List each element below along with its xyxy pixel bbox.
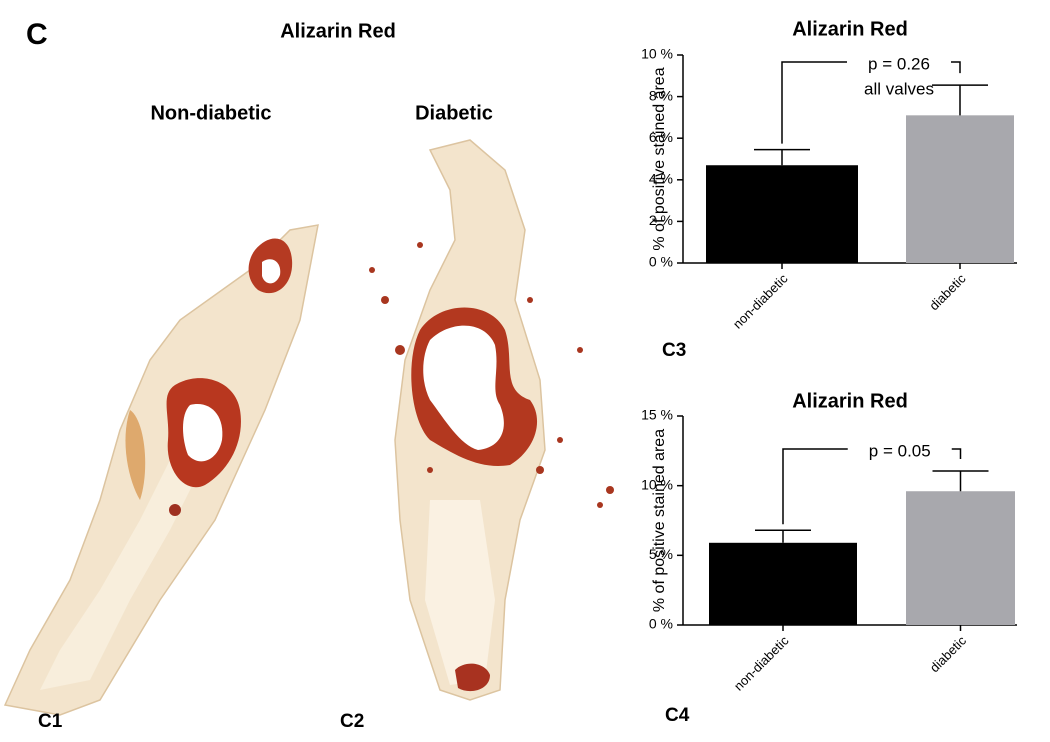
y-tick-label: 0 % [649,616,673,632]
annotation: p = 0.26 [868,54,930,73]
bar [706,165,858,263]
x-tick-label: non-diabetic [731,633,792,694]
annotation: p = 0.05 [869,441,931,460]
x-tick-label: diabetic [926,271,969,314]
panel-label: C2 [340,711,364,732]
significance-bracket [781,61,961,144]
y-tick-label: 5 % [649,546,673,562]
y-tick-label: 2 % [649,212,673,228]
column-label: Diabetic [415,102,493,124]
error-bar [932,84,988,116]
micrograph [3,224,319,716]
y-tick-label: 8 % [649,87,673,103]
column-label: Non-diabetic [150,102,271,124]
bar [906,491,1015,625]
y-axis-label: % of positive stained area [651,429,668,612]
y-tick-label: 10 % [641,46,673,62]
panel-label: C3 [662,340,686,361]
bar [906,115,1014,263]
y-tick-label: 0 % [649,254,673,270]
y-tick-label: 6 % [649,129,673,145]
y-tick-label: 15 % [641,407,673,423]
chart-title: Alizarin Red [792,390,908,412]
y-axis-label: % of positive stained area [651,67,668,250]
annotation: all valves [864,79,934,98]
panel-label: C1 [38,711,63,732]
y-tick-label: 4 % [649,171,673,187]
error-bar [932,470,989,492]
panel-letter: C [26,18,48,51]
y-tick-label: 10 % [641,476,673,492]
significance-bracket [782,448,962,525]
figure-title: Alizarin Red [280,20,396,42]
panel-label: C4 [665,705,690,726]
bar [709,542,857,625]
error-bar [754,148,810,166]
micrograph [369,139,614,701]
chart-title: Alizarin Red [792,18,908,40]
x-tick-label: non-diabetic [730,271,791,332]
x-tick-label: diabetic [927,633,970,676]
error-bar [755,529,811,543]
